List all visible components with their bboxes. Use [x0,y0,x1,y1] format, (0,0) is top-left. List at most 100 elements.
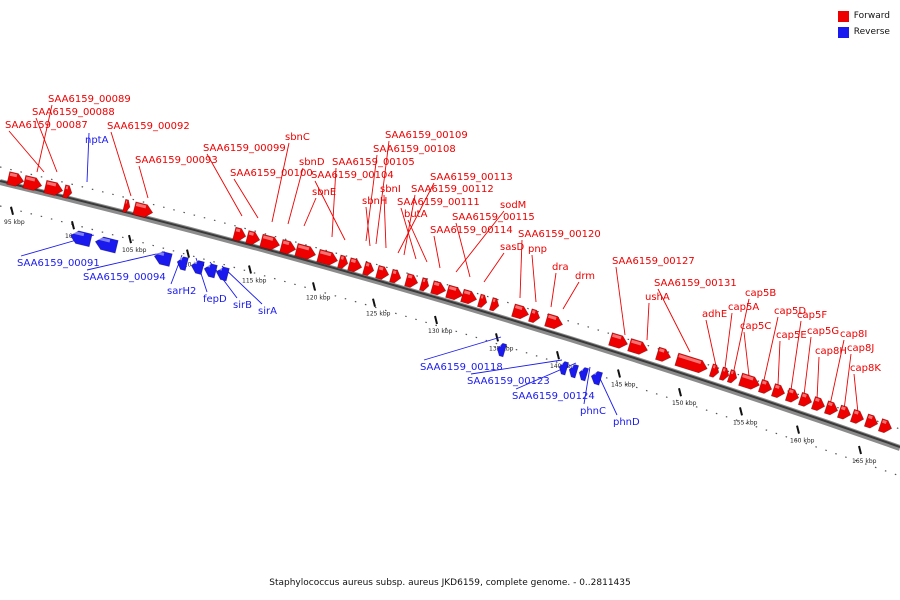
gene-label-saa6159-00093: SAA6159_00093 [135,155,218,166]
reverse-gene-arrow [578,367,590,382]
reverse-gene-arrow [558,361,570,376]
forward-gene-arrow [6,171,25,187]
reverse-gene-arrow [176,256,189,271]
gene-label-phnc: phnC [580,406,606,417]
leader-line [433,235,441,269]
gene-label-fepd: fepD [203,294,227,305]
forward-gene-arrow [62,184,73,199]
gene-label-saa6159-00115: SAA6159_00115 [452,212,535,223]
forward-gene-arrow [823,400,839,416]
label-leader-lines [8,104,859,416]
leader-line [583,366,591,405]
scale-tick-label: 105 kbp [122,247,147,254]
forward-gene-arrow [347,257,363,273]
gene-label-cap8k: cap8K [850,363,881,374]
leader-line [400,207,417,260]
scale-tick-label: 150 kbp [672,400,697,407]
leader-line [657,288,691,353]
gene-label-sarh2: sarH2 [167,286,196,297]
forward-gene-arrow [627,338,649,355]
forward-gene-arrow [718,366,730,381]
legend-forward: Forward [837,9,890,23]
gene-label-saa6159-00087: SAA6159_00087 [5,120,88,131]
gene-label-saa6159-00104: SAA6159_00104 [311,170,394,181]
gene-label-sbnc: sbnC [285,132,310,143]
leader-line [287,167,304,225]
forward-gene-arrow [445,284,464,301]
gene-label-cap5a: cap5A [728,302,759,313]
gene-label-sbnd: sbnD [299,157,325,168]
forward-gene-arrow [389,268,402,284]
forward-gene-arrow [674,352,708,374]
reverse-gene-arrow [496,342,508,358]
gene-label-dra: dra [552,262,569,273]
forward-gene-arrow [375,264,390,280]
gene-label-saa6159-00131: SAA6159_00131 [654,278,737,289]
leader-line [816,356,820,401]
forward-gene-arrow [770,383,786,399]
gene-label-saa6159-00099: SAA6159_00099 [203,143,286,154]
gene-label-saa6159-00114: SAA6159_00114 [430,225,513,236]
scale-tick-label: 160 kbp [790,438,815,445]
forward-gene-arrow [460,288,478,305]
forward-gene-arrow [527,308,541,324]
leader-line [777,340,781,386]
gene-label-saa6159-00123: SAA6159_00123 [467,376,550,387]
forward-swatch [837,10,849,22]
legend-reverse-label: Reverse [853,27,890,37]
scale-tick-label: 125 kbp [366,311,391,318]
leader-line [483,252,505,283]
leader-line [383,194,387,249]
reverse-gene-arrow [153,250,173,267]
scale-tick-mark [312,282,316,291]
leader-line [138,165,149,199]
legend: Forward Reverse [837,9,890,41]
forward-gene-arrow [708,363,720,378]
forward-gene-arrow [22,174,43,191]
forward-gene-arrow [316,248,339,266]
scale-tick-label: 155 kbp [733,419,758,426]
gene-label-phnd: phnD [613,417,640,428]
leader-line [423,336,502,361]
gene-label-saa6159-00127: SAA6159_00127 [612,256,695,267]
leader-line [303,197,317,227]
forward-gene-arrow [810,396,826,412]
gene-label-drm: drm [575,271,595,282]
leader-line [455,210,505,273]
gene-label-saa6159-00109: SAA6159_00109 [385,130,468,141]
scale-tick-mark [495,333,499,342]
forward-gene-arrow [726,369,738,384]
leader-line [519,239,523,299]
leader-line [365,206,371,247]
gene-label-sodm: sodM [500,200,526,211]
reverse-gene-arrow [190,260,205,275]
scale-tick-label: 165 kbp [852,458,877,465]
gene-label-saa6159-00108: SAA6159_00108 [373,144,456,155]
leader-line [790,320,802,391]
forward-gene-arrow [279,239,297,255]
scale-tick-mark [372,298,376,307]
gene-label-pnp: pnp [528,244,547,255]
gene-label-buta: butA [404,209,428,220]
scale-tick-mark [186,249,190,258]
gene-label-saa6159-00092: SAA6159_00092 [107,121,190,132]
scale-tick-label: 115 kbp [242,278,267,285]
forward-gene-arrow [738,372,760,390]
forward-gene-arrow [362,261,375,276]
reverse-gene-arrow [590,371,604,386]
leader-line [531,254,537,303]
reverse-swatch [837,26,849,38]
forward-gene-arrow [132,201,154,218]
forward-gene-arrow [836,404,852,420]
gene-label-cap5f: cap5F [797,310,827,321]
gene-label-saa6159-00120: SAA6159_00120 [518,229,601,240]
forward-gene-arrow [476,293,488,308]
gene-label-saa6159-00111: SAA6159_00111 [397,197,480,208]
leader-line [271,142,290,223]
scale-tick-label: 120 kbp [306,294,331,301]
legend-reverse: Reverse [837,25,890,39]
scale-tick-label: 145 kbp [611,382,636,389]
gene-label-sbne: sbnE [312,187,336,198]
